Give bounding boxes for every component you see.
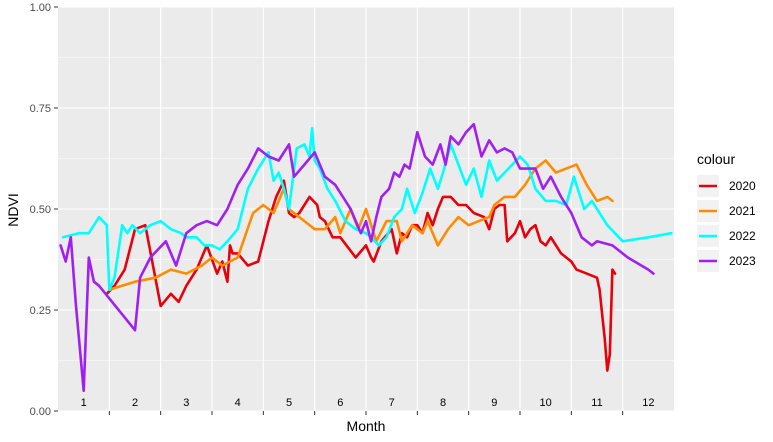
- series-line-2020: [105, 179, 617, 372]
- y-tick-label: 0.25: [30, 305, 51, 317]
- x-tick-label: 12: [642, 397, 654, 409]
- legend-title: colour: [697, 151, 735, 167]
- legend: colour 2020 2021 2022 2023: [697, 151, 756, 272]
- x-axis-title: Month: [347, 418, 386, 434]
- x-tick-label: 11: [591, 397, 602, 409]
- series-line-2022: [61, 126, 673, 292]
- y-tick-label: 0.50: [30, 204, 51, 216]
- y-tick-label: 1.00: [30, 2, 51, 14]
- series-lines: [59, 122, 673, 393]
- x-axis: 1 2 3 4 5 6 7 8 9 10 11 12: [81, 397, 654, 415]
- x-tick-label: 8: [440, 397, 446, 409]
- y-tick-label: 0.75: [30, 103, 51, 115]
- x-tick-label: 6: [337, 397, 343, 409]
- x-tick-label: 10: [540, 397, 552, 409]
- x-tick-label: 3: [183, 397, 189, 409]
- legend-label-2020: 2020: [729, 179, 756, 193]
- x-tick-label: 5: [286, 397, 292, 409]
- legend-label-2022: 2022: [729, 229, 756, 243]
- x-tick-label: 1: [81, 397, 87, 409]
- x-tick-label: 9: [491, 397, 497, 409]
- y-axis-title: NDVI: [5, 193, 21, 226]
- x-tick-label: 7: [389, 397, 395, 409]
- y-axis: 0.00 0.25 0.50 0.75 1.00: [30, 2, 58, 418]
- y-tick-label: 0.00: [30, 406, 51, 418]
- x-tick-label: 4: [235, 397, 241, 409]
- series-line-2023: [59, 122, 655, 393]
- x-tick-label: 2: [132, 397, 138, 409]
- legend-label-2021: 2021: [729, 204, 756, 218]
- legend-label-2023: 2023: [729, 254, 756, 268]
